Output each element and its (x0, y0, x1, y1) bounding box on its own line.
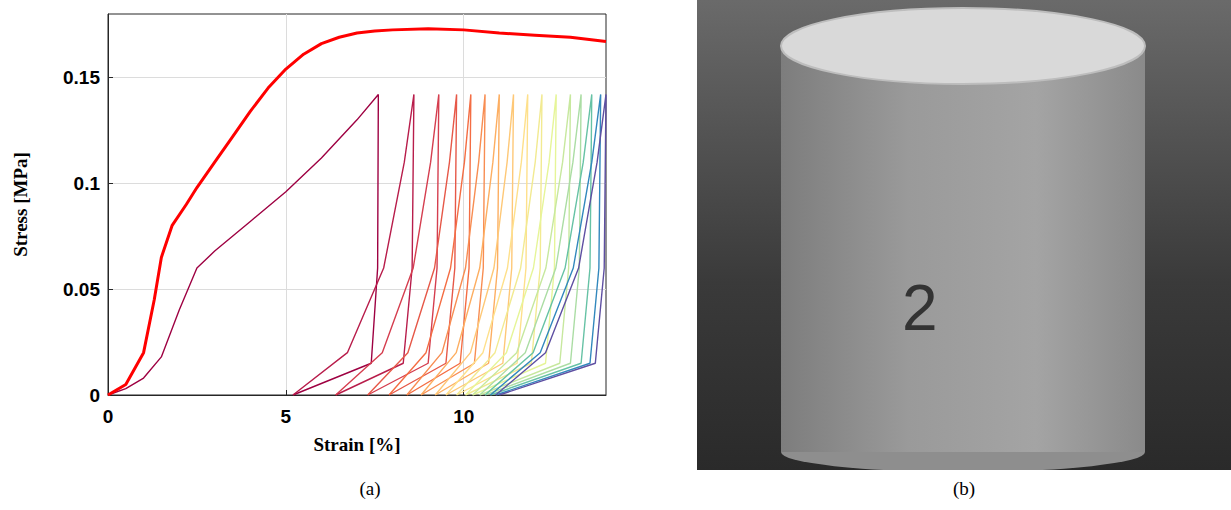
svg-text:10: 10 (453, 406, 474, 427)
svg-text:2: 2 (902, 272, 938, 344)
svg-text:Strain [%]: Strain [%] (313, 434, 400, 455)
svg-text:Stress [MPa]: Stress [MPa] (10, 152, 31, 257)
html-text:(a): (a) (359, 478, 381, 499)
svg-text:0: 0 (103, 406, 114, 427)
svg-text:5: 5 (281, 406, 292, 427)
svg-text:0.15: 0.15 (63, 67, 100, 88)
svg-text:0: 0 (89, 385, 100, 406)
svg-text:0.05: 0.05 (63, 279, 100, 300)
html-text:(b): (b) (952, 478, 976, 499)
svg-text:0.1: 0.1 (74, 173, 101, 194)
